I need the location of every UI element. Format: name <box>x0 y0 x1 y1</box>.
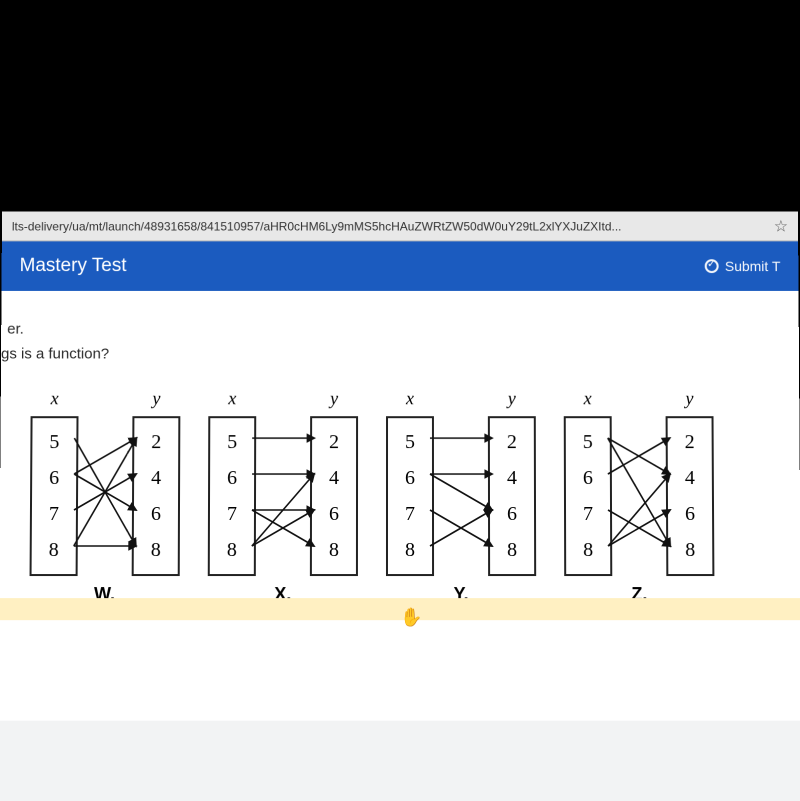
x-cell: 5 <box>566 424 610 460</box>
content-panel: er. gs is a function? x 5 6 7 8 y 2 <box>0 291 800 721</box>
x-box: 5 6 7 8 <box>386 416 434 576</box>
page-title: Mastery Test <box>20 255 127 277</box>
x-cell: 8 <box>32 532 76 568</box>
x-box: 5 6 7 8 <box>564 416 613 576</box>
y-header: y <box>488 388 536 410</box>
x-cell: 7 <box>32 496 76 532</box>
y-cell: 6 <box>134 496 178 532</box>
y-cell: 6 <box>490 496 534 532</box>
y-cell: 2 <box>490 424 534 460</box>
x-header: x <box>386 388 434 410</box>
x-cell: 7 <box>210 496 254 532</box>
browser-url-bar: lts-delivery/ua/mt/launch/48931658/84151… <box>2 212 798 242</box>
submit-button[interactable]: Submit T <box>705 258 781 274</box>
url-text: lts-delivery/ua/mt/launch/48931658/84151… <box>12 219 766 233</box>
y-cell: 6 <box>668 496 712 532</box>
cursor-icon: ✋ <box>400 607 422 628</box>
x-cell: 6 <box>388 460 432 496</box>
y-cell: 4 <box>490 460 534 496</box>
y-header: y <box>310 388 358 410</box>
y-cell: 8 <box>668 532 712 568</box>
y-box: 2 4 6 8 <box>488 416 536 576</box>
x-cell: 5 <box>210 424 254 460</box>
y-box: 2 4 6 8 <box>310 416 358 576</box>
x-cell: 5 <box>388 424 432 460</box>
mapping-w[interactable]: x 5 6 7 8 y 2 4 6 8 <box>29 388 180 605</box>
x-cell: 8 <box>388 532 432 568</box>
question-fragment-1: er. <box>7 321 799 338</box>
page-header: Mastery Test Submit T <box>1 241 798 291</box>
y-cell: 2 <box>668 424 712 460</box>
x-cell: 6 <box>566 460 610 496</box>
question-fragment-2: gs is a function? <box>1 346 799 363</box>
x-cell: 6 <box>210 460 254 496</box>
x-cell: 7 <box>566 496 610 532</box>
x-cell: 8 <box>566 532 610 568</box>
x-cell: 7 <box>388 496 432 532</box>
screen: lts-delivery/ua/mt/launch/48931658/84151… <box>0 212 800 801</box>
check-icon <box>705 259 719 273</box>
x-box: 5 6 7 8 <box>208 416 256 576</box>
y-header: y <box>665 388 713 410</box>
mapping-y[interactable]: x 5 6 7 8 y 2 4 6 8 <box>386 388 536 605</box>
bookmark-star-icon[interactable]: ☆ <box>774 216 788 236</box>
y-cell: 6 <box>312 496 356 532</box>
x-box: 5 6 7 8 <box>30 416 79 576</box>
mapping-x[interactable]: x 5 6 7 8 y 2 4 6 8 <box>208 388 358 605</box>
y-box: 2 4 6 8 <box>666 416 715 576</box>
x-header: x <box>31 388 79 410</box>
y-cell: 4 <box>668 460 712 496</box>
x-header: x <box>208 388 256 410</box>
y-cell: 4 <box>134 460 178 496</box>
x-header: x <box>564 388 612 410</box>
mapping-z[interactable]: x 5 6 7 8 y 2 4 6 8 <box>564 388 715 605</box>
x-cell: 6 <box>32 460 76 496</box>
y-cell: 2 <box>312 424 356 460</box>
y-cell: 8 <box>490 532 534 568</box>
x-cell: 8 <box>210 532 254 568</box>
y-box: 2 4 6 8 <box>132 416 181 576</box>
y-cell: 8 <box>134 532 178 568</box>
mappings-row: x 5 6 7 8 y 2 4 6 8 <box>0 388 800 605</box>
y-header: y <box>132 388 180 410</box>
y-cell: 2 <box>134 424 178 460</box>
submit-label: Submit T <box>725 258 781 274</box>
y-cell: 4 <box>312 460 356 496</box>
y-cell: 8 <box>312 532 356 568</box>
x-cell: 5 <box>32 424 76 460</box>
